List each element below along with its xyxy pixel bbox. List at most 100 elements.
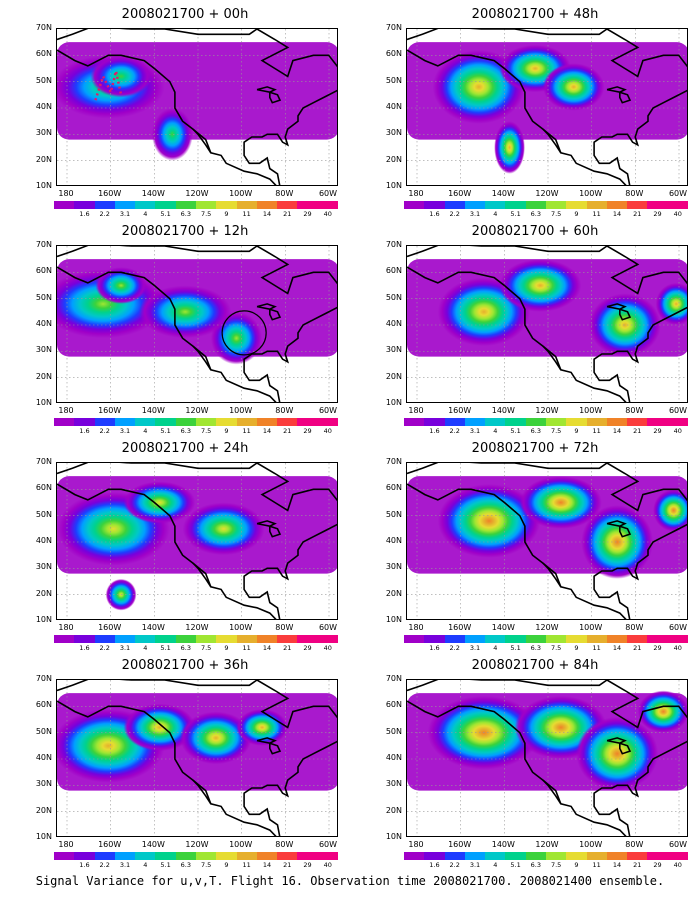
lon-tick-label: 60W [668, 840, 688, 849]
variance-contour [90, 55, 152, 98]
colorbar [404, 201, 688, 209]
lat-tick-label: 70N [385, 674, 402, 683]
colorbar-tick-label: 6.3 [530, 210, 541, 218]
coastline [57, 246, 337, 295]
coastline [256, 520, 277, 528]
colorbar-tick-label: 29 [653, 427, 662, 435]
colorbar-labels: 1.6 2.2 3.1 4 5.1 6.3 7.5 9 11 14 21 29 40 [54, 427, 338, 436]
colorbar-tick-label: 1.6 [79, 210, 90, 218]
variance-contour [494, 121, 525, 174]
colorbar-tick-label: 9 [224, 861, 229, 869]
colorbar-swatch [114, 852, 136, 860]
lat-tick-label: 20N [35, 371, 52, 381]
variance-map [56, 679, 338, 837]
colorbar-swatch [277, 201, 298, 209]
lat-tick-label: 30N [385, 128, 402, 138]
colorbar [54, 852, 338, 860]
coastline [57, 49, 277, 185]
colorbar-tick-label: 14 [612, 427, 622, 435]
lat-tick-label: 60N [385, 49, 402, 59]
colorbar-swatch [404, 418, 425, 426]
lat-tick-label: 60N [35, 266, 52, 276]
colorbar-swatch [155, 201, 176, 209]
lon-tick-label: 180 [58, 406, 74, 415]
variance-map [406, 462, 688, 620]
lon-tick-label: 140W [141, 406, 165, 415]
colorbar-swatch [216, 635, 237, 643]
lon-tick-label: 140W [491, 840, 515, 849]
coastline [192, 779, 212, 805]
coastline [269, 525, 282, 538]
colorbar-swatch [505, 852, 526, 860]
colorbar-swatch [195, 635, 217, 643]
coastline [619, 308, 632, 321]
colorbar-swatch [404, 201, 425, 209]
lon-tick-label: 160W [98, 623, 122, 632]
lon-tick-label: 160W [98, 406, 122, 415]
colorbar-tick-label: 1.6 [429, 210, 440, 218]
colorbar-labels: 1.6 2.2 3.1 4 5.1 6.3 7.5 9 11 14 21 29 40 [404, 644, 688, 653]
colorbar-tick-label: 14 [262, 427, 272, 435]
lat-tick-label: 20N [35, 154, 52, 164]
lon-tick-label: 180 [58, 623, 74, 632]
coastline [57, 463, 337, 512]
coastline [57, 266, 277, 402]
variance-contour [589, 293, 661, 357]
variance-map [56, 245, 338, 403]
lat-tick-label: 30N [385, 779, 402, 789]
colorbar-swatch [586, 635, 607, 643]
lat-tick-label: 30N [35, 779, 52, 789]
lat-tick-label: 30N [35, 562, 52, 572]
lat-tick-label: 10N [385, 181, 402, 190]
coastline [256, 86, 277, 94]
lat-tick-label: 70N [35, 240, 52, 249]
colorbar-swatch [195, 201, 217, 209]
colorbar-swatch [424, 418, 445, 426]
lat-tick-label: 20N [385, 805, 402, 815]
colorbar-swatch [586, 418, 607, 426]
colorbar-tick-label: 11 [242, 644, 251, 652]
colorbar-swatch [297, 201, 318, 209]
lon-tick-label: 120W [185, 406, 209, 415]
coastline [407, 700, 627, 836]
lon-tick-label: 120W [535, 189, 559, 198]
colorbar-swatch [404, 852, 425, 860]
lat-tick-label: 70N [35, 674, 52, 683]
lat-tick-label: 70N [385, 240, 402, 249]
colorbar-swatch [464, 418, 486, 426]
colorbar-swatch [485, 852, 506, 860]
panel-title: 2008021700 + 00h [121, 7, 249, 22]
colorbar-swatch [94, 852, 115, 860]
lat-tick-label: 20N [35, 805, 52, 815]
coastline [542, 779, 562, 805]
coastline [256, 737, 277, 745]
lat-tick-label: 20N [35, 588, 52, 598]
colorbar-tick-label: 29 [303, 427, 312, 435]
colorbar-swatch [424, 635, 445, 643]
variance-contour [95, 267, 147, 304]
colorbar-tick-label: 4 [143, 644, 148, 652]
colorbar-tick-label: 1.6 [429, 427, 440, 435]
colorbar-swatch [444, 201, 465, 209]
figure-caption: Signal Variance for u,v,T. Flight 16. Ob… [35, 874, 665, 888]
lon-tick-label: 80W [275, 623, 294, 632]
colorbar-swatch [627, 852, 648, 860]
colorbar-tick-label: 21 [283, 861, 292, 869]
coastline [407, 29, 687, 78]
colorbar-tick-label: 21 [633, 861, 642, 869]
coastline [593, 523, 687, 619]
colorbar-tick-label: 6.3 [180, 644, 191, 652]
lat-tick-label: 40N [35, 102, 52, 111]
colorbar-swatch [317, 635, 338, 643]
colorbar-swatch [175, 201, 196, 209]
coastline [619, 742, 632, 755]
coastline [606, 86, 627, 94]
colorbar-swatch [566, 852, 587, 860]
colorbar-tick-label: 14 [612, 210, 622, 218]
colorbar-swatch [114, 418, 136, 426]
colorbar-tick-label: 11 [592, 861, 601, 869]
coastline [593, 740, 687, 836]
colorbar-tick-label: 3.1 [119, 427, 131, 435]
lat-tick-label: 20N [385, 371, 402, 381]
colorbar-swatch [647, 201, 668, 209]
